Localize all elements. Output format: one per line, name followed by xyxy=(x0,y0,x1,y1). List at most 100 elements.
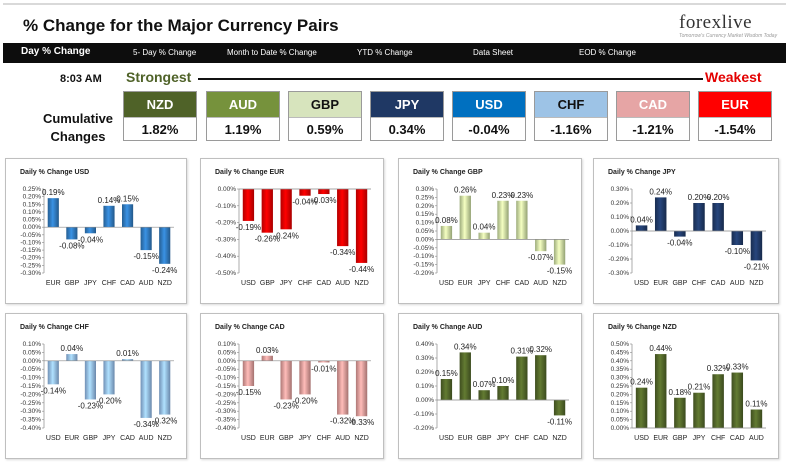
y-tick-label: 0.05% xyxy=(23,217,42,224)
category-label: CHF xyxy=(317,435,331,442)
y-tick-label: 0.05% xyxy=(23,349,42,356)
bar-chf xyxy=(103,205,115,228)
y-tick-label: -0.10% xyxy=(20,375,41,382)
data-label: 0.15% xyxy=(435,369,458,378)
data-label: 0.24% xyxy=(649,187,672,196)
chart-title: Daily % Change USD xyxy=(20,169,89,176)
currency-cumulative-value: -0.04% xyxy=(453,117,525,141)
category-label: EUR xyxy=(458,435,473,442)
y-tick-label: 0.10% xyxy=(23,341,42,348)
data-label: -0.08% xyxy=(59,241,84,250)
category-label: NZD xyxy=(158,280,172,287)
category-label: USD xyxy=(439,435,454,442)
data-label: -0.44% xyxy=(349,265,374,274)
data-label: 0.20% xyxy=(707,193,730,202)
bar-aud xyxy=(535,239,547,252)
y-tick-label: -0.15% xyxy=(215,383,236,390)
y-tick-label: -0.30% xyxy=(215,236,236,243)
currency-code: GBP xyxy=(289,92,361,117)
y-tick-label: 0.00% xyxy=(218,358,237,365)
bar-chart: Daily % Change GBP0.30%0.25%0.20%0.15%0.… xyxy=(413,169,572,287)
data-label: 0.20% xyxy=(688,193,711,202)
y-tick-label: 0.35% xyxy=(611,366,630,373)
nav-eod-change[interactable]: EOD % Change xyxy=(579,48,636,57)
y-tick-label: 0.00% xyxy=(23,358,42,365)
category-label: NZD xyxy=(749,280,763,287)
data-label: 0.01% xyxy=(116,349,139,358)
y-tick-label: 0.15% xyxy=(611,400,630,407)
y-tick-label: -0.05% xyxy=(20,232,41,239)
data-label: -0.10% xyxy=(725,247,750,256)
nav-data-sheet[interactable]: Data Sheet xyxy=(473,48,514,57)
y-tick-label: 0.00% xyxy=(611,228,630,235)
category-label: NZD xyxy=(552,435,566,442)
category-label: CAD xyxy=(730,435,745,442)
category-label: JPY xyxy=(693,435,706,442)
data-label: -0.07% xyxy=(528,253,553,262)
category-label: NZD xyxy=(158,435,172,442)
data-label: -0.23% xyxy=(273,401,298,410)
category-label: GBP xyxy=(672,435,687,442)
bar-aud xyxy=(140,360,152,418)
category-label: CHF xyxy=(515,435,529,442)
bar-nzd xyxy=(355,360,368,417)
bar-chart: Daily % Change CAD 0.10%0.05% 0.00%-0.05% -… xyxy=(215,324,374,442)
bar-chf xyxy=(516,356,528,400)
y-tick-label: 0.10% xyxy=(416,220,435,227)
nav-month-to-date[interactable]: Month to Date % Change xyxy=(227,48,317,57)
bar-gbp xyxy=(674,231,686,237)
data-label: -0.34% xyxy=(330,248,355,257)
y-tick-label: 0.30% xyxy=(611,186,630,193)
y-tick-label: -0.20% xyxy=(20,255,41,262)
bar-gbp xyxy=(674,397,686,428)
data-label: 0.10% xyxy=(492,376,515,385)
forexlive-logo[interactable]: forexlive Tomorrow's Currency Market Wis… xyxy=(679,12,779,39)
chart-panel-usd: Daily % Change USD 0.25% 0.20% 0.15% 0.10% 0.… xyxy=(5,158,187,304)
chart-title: Daily % Change JPY xyxy=(608,169,676,176)
bar-aud xyxy=(140,227,152,251)
y-tick-label: -0.20% xyxy=(413,425,434,432)
data-label: -0.11% xyxy=(547,417,572,426)
bar-chf xyxy=(299,189,311,196)
chart-title: Daily % Change AUD xyxy=(413,324,482,331)
data-label: -0.24% xyxy=(273,231,298,240)
bar-cad xyxy=(516,200,528,240)
data-label: -0.04% xyxy=(667,239,692,248)
bar-cad xyxy=(731,372,744,428)
category-label: EUR xyxy=(458,280,473,287)
bar-cad xyxy=(122,359,134,361)
category-label: EUR xyxy=(260,435,275,442)
data-label: 0.19% xyxy=(42,188,65,197)
currency-code: CAD xyxy=(617,92,689,117)
bar-jpy xyxy=(299,360,311,395)
currency-cumulative-value: -1.16% xyxy=(535,117,607,141)
nav-5day-change[interactable]: 5- Day % Change xyxy=(133,48,197,57)
bar-aud xyxy=(337,360,349,415)
data-label: 0.15% xyxy=(116,194,139,203)
y-tick-label: -0.30% xyxy=(20,270,41,277)
data-label: -0.15% xyxy=(236,388,261,397)
category-label: JPY xyxy=(497,435,510,442)
bar-eur xyxy=(654,354,667,428)
y-tick-label: -0.20% xyxy=(608,256,629,263)
chart-panel-cad: Daily % Change CAD 0.10% 0.05% 0.00% -0.05% -… xyxy=(200,313,384,459)
bar-usd xyxy=(635,225,648,231)
category-label: CHF xyxy=(102,280,116,287)
y-tick-label: 0.40% xyxy=(416,341,435,348)
currency-code: AUD xyxy=(207,92,279,117)
logo-tagline: Tomorrow's Currency Market Wisdom Today xyxy=(679,33,778,39)
data-label: 0.31% xyxy=(511,347,534,356)
y-tick-label: -0.50% xyxy=(215,270,236,277)
category-label: AUD xyxy=(533,280,548,287)
category-label: USD xyxy=(634,280,649,287)
nav-ytd-change[interactable]: YTD % Change xyxy=(357,48,413,57)
y-tick-label: 0.15% xyxy=(23,201,42,208)
category-label: CAD xyxy=(120,435,135,442)
y-tick-label: 0.20% xyxy=(611,200,630,207)
bar-chart: Daily % Change AUD0.40%0.30%0.20%0.10%0.… xyxy=(413,324,572,442)
category-label: JPY xyxy=(478,280,491,287)
y-tick-label: -0.25% xyxy=(215,400,236,407)
nav-day-change[interactable]: Day % Change xyxy=(21,46,91,57)
y-tick-label: -0.25% xyxy=(20,400,41,407)
bar-eur xyxy=(654,197,667,231)
